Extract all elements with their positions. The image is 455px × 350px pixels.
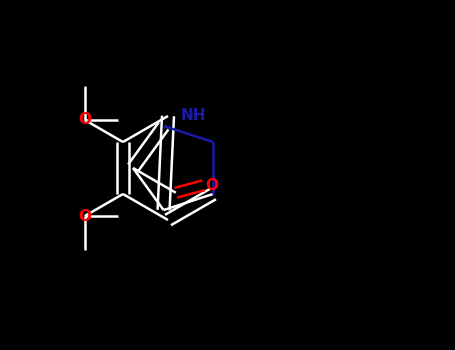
Text: O: O — [78, 209, 91, 224]
Text: O: O — [205, 178, 218, 193]
Text: NH: NH — [181, 108, 206, 124]
Text: O: O — [78, 112, 91, 127]
